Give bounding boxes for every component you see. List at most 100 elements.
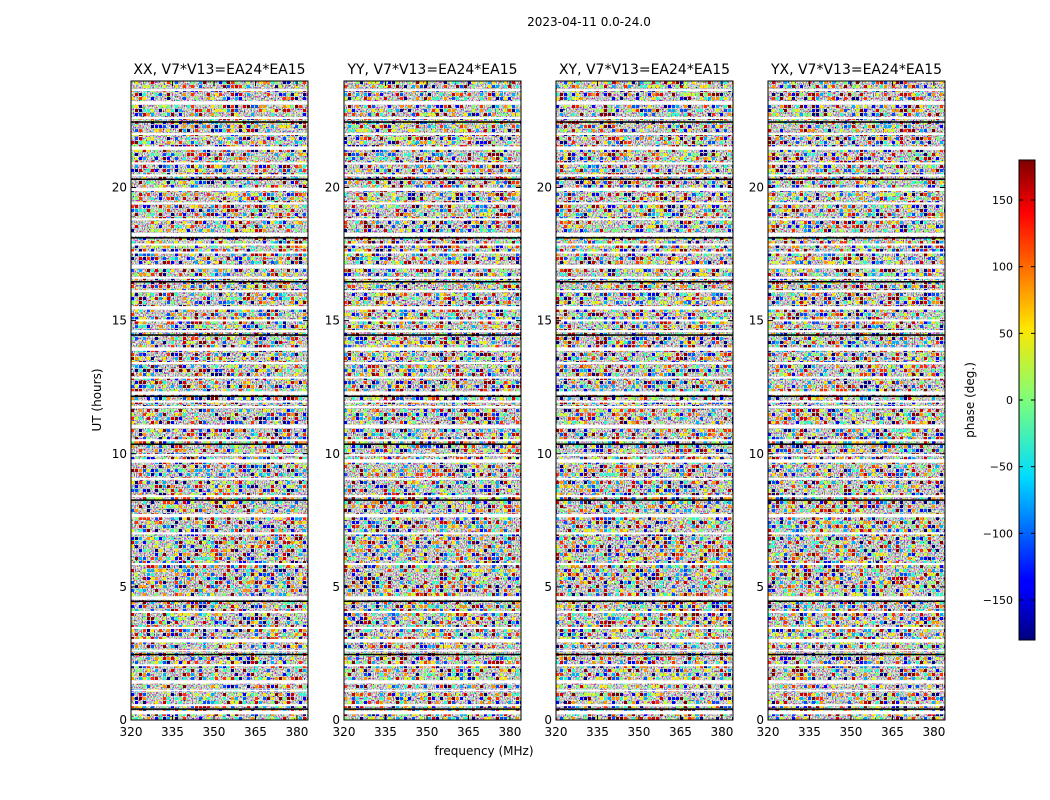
phase-cell <box>211 521 214 524</box>
phase-cell <box>171 325 174 328</box>
phase-cell <box>444 137 447 140</box>
phase-cell <box>163 317 166 320</box>
phase-cell <box>299 541 302 544</box>
phase-cell <box>179 353 182 356</box>
phase-cell <box>279 517 282 520</box>
phase-cell <box>187 577 190 580</box>
phase-cell <box>135 381 138 384</box>
phase-cell <box>143 325 146 328</box>
phase-cell <box>183 125 186 128</box>
phase-cell <box>275 553 278 556</box>
phase-cell <box>303 685 306 688</box>
phase-cell <box>384 149 387 152</box>
phase-cell <box>175 517 178 520</box>
phase-cell <box>239 93 242 96</box>
flagged-row <box>131 202 308 205</box>
phase-cell <box>416 137 419 140</box>
phase-cell <box>167 113 170 116</box>
phase-cell <box>508 193 511 196</box>
phase-cell <box>143 497 146 500</box>
phase-cell <box>247 397 250 400</box>
phase-cell <box>199 269 202 272</box>
phase-cell <box>227 489 230 492</box>
phase-cell <box>259 541 262 544</box>
phase-cell <box>364 213 367 216</box>
phase-cell <box>255 253 258 256</box>
phase-cell <box>211 273 214 276</box>
phase-cell <box>344 165 347 168</box>
phase-cell <box>227 325 230 328</box>
phase-cell <box>412 209 415 212</box>
phase-cell <box>131 337 134 340</box>
phase-cell <box>147 669 150 672</box>
phase-cell <box>432 149 435 152</box>
phase-cell <box>155 485 158 488</box>
phase-cell <box>215 249 218 252</box>
phase-cell <box>135 165 138 168</box>
phase-cell <box>239 545 242 548</box>
phase-cell <box>259 301 262 304</box>
phase-cell <box>396 85 399 88</box>
phase-cell <box>135 717 138 720</box>
phase-cell <box>223 509 226 512</box>
phase-cell <box>231 557 234 560</box>
phase-cell <box>283 297 286 300</box>
phase-cell <box>163 677 166 680</box>
phase-cell <box>151 413 154 416</box>
phase-cell <box>199 421 202 424</box>
phase-cell <box>215 369 218 372</box>
phase-cell <box>243 441 246 444</box>
phase-cell <box>231 397 234 400</box>
phase-cell <box>275 509 278 512</box>
phase-cell <box>151 309 154 312</box>
phase-cell <box>243 501 246 504</box>
phase-cell <box>504 81 507 84</box>
phase-cell <box>159 521 162 524</box>
phase-cell <box>295 241 298 244</box>
phase-cell <box>508 85 511 88</box>
phase-cell <box>155 569 158 572</box>
phase-cell <box>279 321 282 324</box>
phase-cell <box>271 577 274 580</box>
phase-cell <box>227 713 230 716</box>
phase-cell <box>187 357 190 360</box>
phase-cell <box>496 93 499 96</box>
phase-cell <box>464 113 467 116</box>
phase-cell <box>384 177 387 180</box>
phase-cell <box>287 381 290 384</box>
phase-cell <box>151 81 154 84</box>
phase-cell <box>207 141 210 144</box>
phase-cell <box>376 113 379 116</box>
phase-cell <box>303 541 306 544</box>
phase-cell <box>135 705 138 708</box>
flagged-row <box>131 439 308 442</box>
phase-cell <box>223 109 226 112</box>
phase-cell <box>259 385 262 388</box>
phase-cell <box>207 657 210 660</box>
phase-cell <box>247 481 250 484</box>
phase-cell <box>191 205 194 208</box>
phase-cell <box>215 669 218 672</box>
phase-cell <box>360 209 363 212</box>
phase-cell <box>452 165 455 168</box>
phase-cell <box>271 589 274 592</box>
phase-cell <box>424 149 427 152</box>
phase-cell <box>368 193 371 196</box>
phase-cell <box>275 693 278 696</box>
phase-cell <box>131 313 134 316</box>
phase-cell <box>231 229 234 232</box>
phase-cell <box>448 185 451 188</box>
phase-cell <box>191 345 194 348</box>
phase-cell <box>139 677 142 680</box>
phase-cell <box>155 261 158 264</box>
phase-cell <box>147 529 150 532</box>
phase-cell <box>480 221 483 224</box>
phase-cell <box>227 129 230 132</box>
scan-boundary <box>131 334 308 336</box>
phase-cell <box>227 85 230 88</box>
phase-cell <box>171 669 174 672</box>
phase-cell <box>267 497 270 500</box>
phase-cell <box>163 493 166 496</box>
phase-cell <box>283 637 286 640</box>
phase-cell <box>259 397 262 400</box>
